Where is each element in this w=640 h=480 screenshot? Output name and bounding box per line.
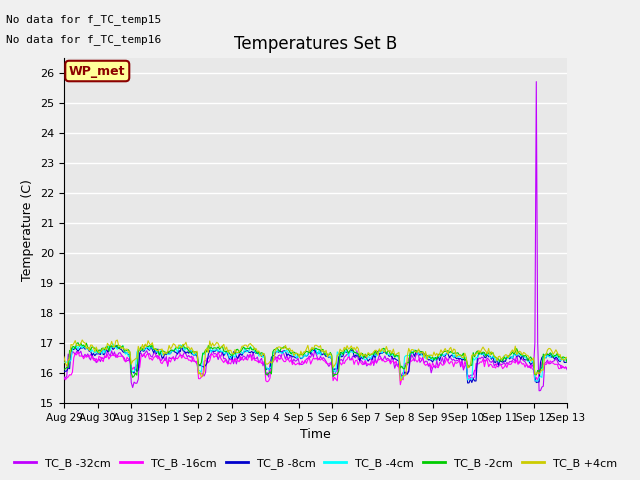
Title: Temperatures Set B: Temperatures Set B bbox=[234, 35, 397, 53]
Text: WP_met: WP_met bbox=[69, 64, 125, 77]
Text: No data for f_TC_temp16: No data for f_TC_temp16 bbox=[6, 34, 162, 45]
Text: No data for f_TC_temp15: No data for f_TC_temp15 bbox=[6, 14, 162, 25]
Legend: TC_B -32cm, TC_B -16cm, TC_B -8cm, TC_B -4cm, TC_B -2cm, TC_B +4cm: TC_B -32cm, TC_B -16cm, TC_B -8cm, TC_B … bbox=[10, 454, 621, 473]
Y-axis label: Temperature (C): Temperature (C) bbox=[22, 180, 35, 281]
X-axis label: Time: Time bbox=[300, 429, 331, 442]
